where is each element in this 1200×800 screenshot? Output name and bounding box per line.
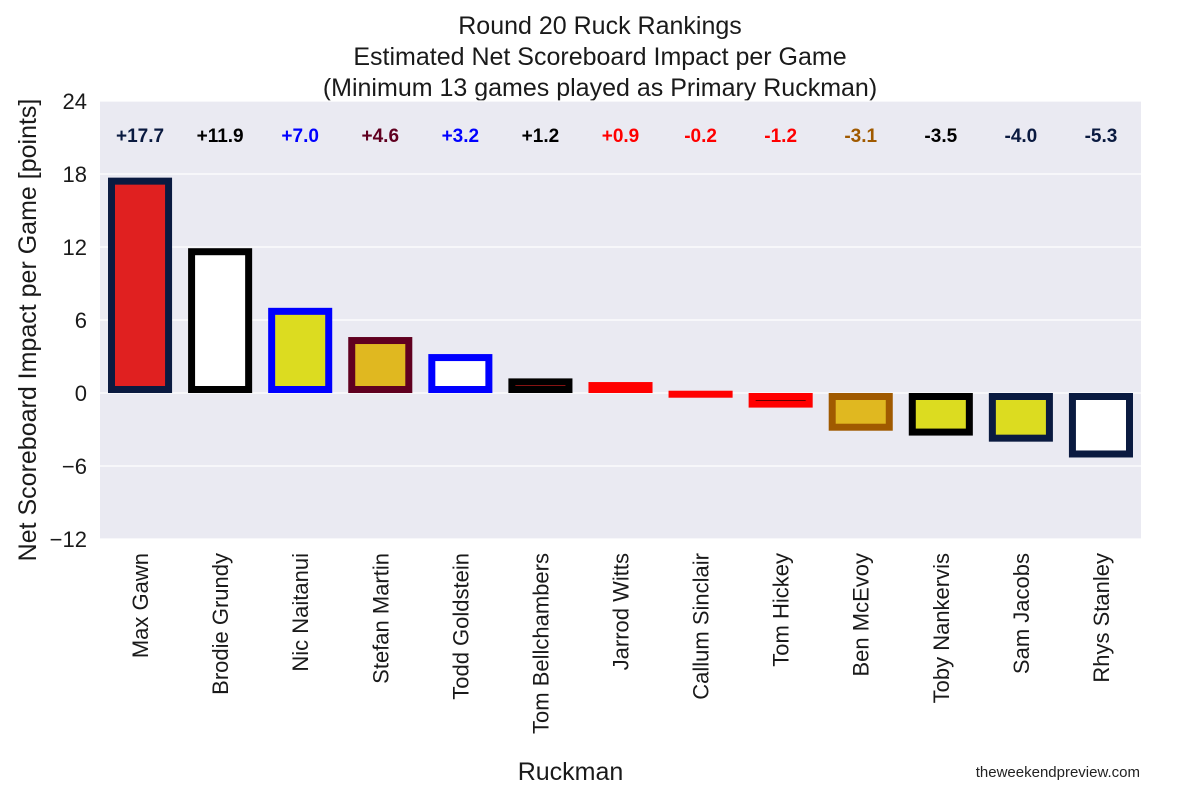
value-label: +1.2 <box>522 126 560 147</box>
y-tick-label: 0 <box>75 381 87 406</box>
value-label: +3.2 <box>442 126 480 147</box>
bar <box>348 337 413 393</box>
bar <box>908 393 973 436</box>
x-tick-label: Tom Bellchambers <box>528 553 553 734</box>
x-tick-label: Jarrod Witts <box>609 553 634 670</box>
value-label: -3.5 <box>924 126 957 147</box>
value-label: -4.0 <box>1005 126 1038 147</box>
x-tick-label: Ben McEvoy <box>849 553 874 677</box>
watermark: theweekendpreview.com <box>975 764 1140 781</box>
value-label: +0.9 <box>602 126 640 147</box>
chart-title-line-3: (Minimum 13 games played as Primary Ruck… <box>322 74 878 102</box>
bar <box>188 248 253 393</box>
y-tick-label: −6 <box>62 454 87 479</box>
x-tick-label: Stefan Martin <box>368 553 393 684</box>
value-label: -0.2 <box>684 126 717 147</box>
bar <box>748 393 813 408</box>
bar <box>428 354 493 394</box>
chart-title-line-1: Round 20 Ruck Rankings <box>458 12 742 40</box>
value-label: +4.6 <box>362 126 400 147</box>
bar <box>988 393 1053 442</box>
x-tick-label: Sam Jacobs <box>1009 553 1034 674</box>
value-label: +7.0 <box>281 126 319 147</box>
x-tick-label: Nic Naitanui <box>288 553 313 672</box>
x-tick-label: Rhys Stanley <box>1089 553 1114 683</box>
y-tick-label: −12 <box>50 527 87 552</box>
value-label: -1.2 <box>764 126 797 147</box>
y-tick-label: 24 <box>63 89 87 114</box>
value-label: +17.7 <box>116 126 164 147</box>
x-tick-label: Max Gawn <box>128 553 153 658</box>
x-tick-label: Callum Sinclair <box>689 553 714 700</box>
chart-title-line-2: Estimated Net Scoreboard Impact per Game <box>353 43 847 71</box>
y-tick-label: 6 <box>75 308 87 333</box>
bar <box>508 378 573 393</box>
x-axis-label: Ruckman <box>518 758 624 786</box>
bar <box>108 177 173 393</box>
value-label: -3.1 <box>844 126 877 147</box>
x-tick-label: Brodie Grundy <box>208 553 233 695</box>
y-tick-label: 18 <box>63 162 87 187</box>
y-tick-label: 12 <box>63 235 87 260</box>
y-axis-label: Net Scoreboard Impact per Game [points] <box>14 99 42 562</box>
bar <box>1068 393 1133 458</box>
value-label: -5.3 <box>1085 126 1118 147</box>
x-tick-label: Toby Nankervis <box>929 553 954 703</box>
x-tick-label: Tom Hickey <box>769 553 794 667</box>
bar <box>828 393 893 431</box>
bar <box>588 382 653 393</box>
value-label: +11.9 <box>197 126 244 147</box>
bar <box>268 307 333 394</box>
x-tick-label: Todd Goldstein <box>448 553 473 700</box>
bar <box>668 390 733 398</box>
